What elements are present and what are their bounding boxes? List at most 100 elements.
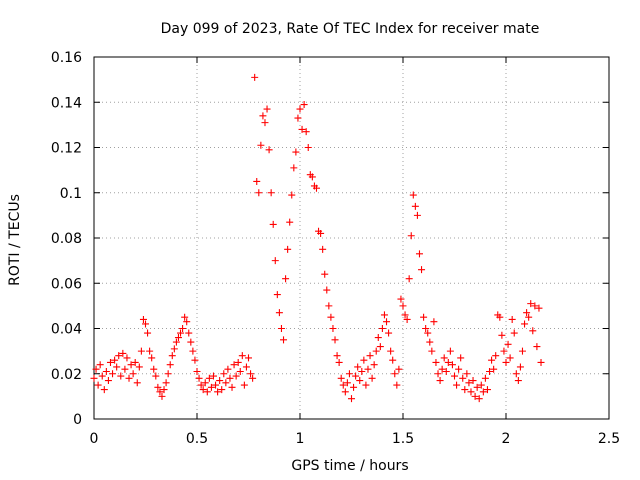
data-point <box>424 329 432 337</box>
data-point <box>216 377 224 385</box>
data-point <box>348 395 355 403</box>
data-point <box>387 347 395 355</box>
data-point <box>232 372 240 380</box>
data-point <box>364 365 372 373</box>
y-tick-label: 0.04 <box>51 322 82 338</box>
data-point <box>323 286 331 294</box>
data-point <box>209 372 217 380</box>
data-point <box>98 372 106 380</box>
data-point <box>537 358 545 366</box>
data-point <box>393 381 401 389</box>
data-point <box>152 372 160 380</box>
data-point <box>172 338 180 346</box>
data-point <box>362 381 370 389</box>
data-point <box>358 367 366 375</box>
y-tick-label: 0.16 <box>51 50 82 66</box>
data-point <box>329 325 337 332</box>
data-point <box>481 374 489 382</box>
data-point <box>448 361 456 369</box>
data-point <box>146 347 154 355</box>
data-point <box>319 245 327 253</box>
data-point <box>420 313 428 321</box>
data-point <box>391 370 399 378</box>
data-point <box>284 245 292 253</box>
data-point <box>275 309 283 317</box>
data-point <box>440 354 448 362</box>
data-point <box>265 146 273 154</box>
data-point <box>207 383 215 391</box>
data-point <box>228 383 236 391</box>
data-point <box>523 309 531 317</box>
x-tick-label: 1.5 <box>392 431 414 447</box>
data-point <box>418 266 426 274</box>
data-point <box>325 302 333 310</box>
data-point <box>255 189 263 197</box>
data-point <box>238 352 246 360</box>
data-point <box>148 354 156 362</box>
data-point <box>345 370 353 378</box>
data-point <box>502 358 510 366</box>
data-point <box>104 377 112 385</box>
data-point <box>96 361 104 369</box>
data-point <box>226 374 234 382</box>
data-point <box>94 381 102 389</box>
data-point <box>465 379 473 387</box>
data-point <box>222 379 230 387</box>
data-point <box>376 343 384 351</box>
data-point <box>337 374 345 382</box>
data-point <box>245 354 252 362</box>
data-point <box>179 325 187 332</box>
data-point <box>529 327 537 335</box>
data-point <box>488 356 496 364</box>
data-point <box>486 367 494 375</box>
data-point <box>479 388 487 396</box>
data-point <box>286 218 294 226</box>
data-point <box>380 311 388 319</box>
data-point <box>298 125 306 133</box>
data-point <box>378 325 386 332</box>
data-point <box>242 363 250 371</box>
data-point <box>343 379 351 387</box>
data-point <box>453 381 461 389</box>
data-point <box>490 365 498 373</box>
y-tick-label: 0.06 <box>51 276 82 292</box>
chart-title: Day 099 of 2023, Rate Of TEC Index for r… <box>161 21 540 37</box>
data-point <box>356 377 364 385</box>
tick-labels: 0 0.5 1 1.5 2 2.5 0 0.02 0.04 0.06 0.08 0.1 0.12 0.14… <box>51 50 620 447</box>
y-tick-label: 0.12 <box>51 141 82 157</box>
data-point <box>451 372 458 380</box>
data-point <box>321 270 329 278</box>
data-point <box>162 379 170 387</box>
x-tick-label: 0 <box>90 431 99 447</box>
data-point <box>496 313 504 321</box>
data-point <box>199 386 207 394</box>
data-point <box>249 374 257 382</box>
data-point <box>183 318 191 326</box>
data-point <box>475 395 483 403</box>
data-point <box>518 347 526 355</box>
data-point <box>436 377 444 385</box>
data-point <box>144 329 152 337</box>
data-point <box>290 164 298 172</box>
data-point <box>438 365 446 373</box>
data-point <box>212 381 220 389</box>
data-point <box>109 370 117 378</box>
data-point <box>455 365 463 373</box>
data-point <box>409 191 417 199</box>
data-point <box>247 370 255 378</box>
data-point <box>193 367 201 375</box>
data-point <box>253 177 261 185</box>
data-point <box>160 386 168 394</box>
x-tick-label: 1 <box>296 431 305 447</box>
data-point <box>203 388 211 396</box>
data-point <box>263 105 271 113</box>
data-point <box>166 361 174 369</box>
data-point <box>331 336 339 344</box>
data-point <box>366 352 374 360</box>
data-point <box>463 370 471 378</box>
data-point <box>383 318 391 326</box>
data-point <box>469 377 477 385</box>
data-point <box>527 300 535 308</box>
data-point <box>292 148 300 156</box>
data-point <box>510 329 518 337</box>
